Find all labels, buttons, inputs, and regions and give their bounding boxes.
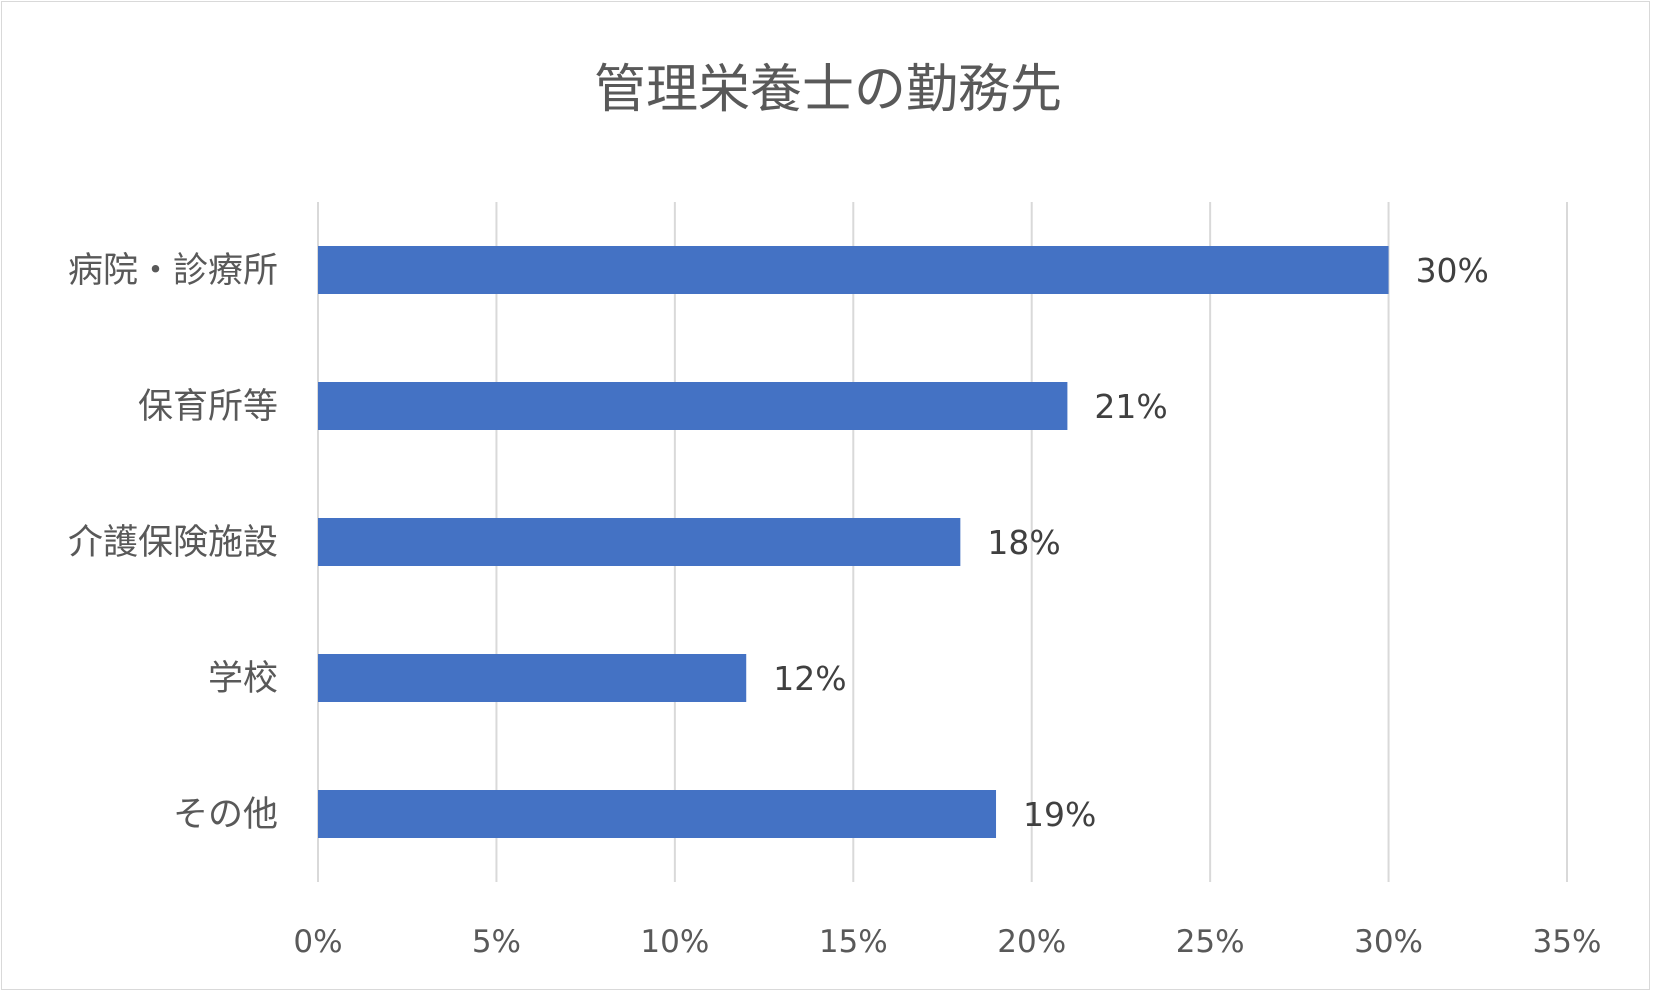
data-label: 30% (1416, 251, 1489, 290)
x-tick-label: 20% (997, 924, 1066, 960)
data-label: 18% (987, 523, 1060, 562)
category-label: 保育所等 (138, 387, 278, 427)
category-label: 介護保険施設 (68, 523, 278, 563)
data-label: 19% (1023, 795, 1096, 834)
bar (318, 246, 1389, 294)
category-label: 学校 (208, 659, 278, 699)
category-label: 病院・診療所 (68, 251, 278, 291)
x-tick-label: 30% (1354, 924, 1423, 960)
x-tick-label: 10% (640, 924, 709, 960)
data-label: 21% (1094, 387, 1167, 426)
chart-title: 管理栄養士の勤務先 (594, 60, 1062, 120)
x-tick-label: 0% (293, 924, 342, 960)
data-label: 12% (773, 659, 846, 698)
bar (318, 790, 997, 838)
bars (318, 246, 1389, 838)
bar (318, 382, 1068, 430)
bar (318, 654, 747, 702)
x-tick-labels: 0% 5% 10% 15% 20% 25% 30% 35% (293, 924, 1601, 960)
bar (318, 518, 961, 566)
x-tick-label: 5% (472, 924, 521, 960)
x-tick-label: 35% (1533, 924, 1602, 960)
category-label: その他 (173, 795, 278, 835)
x-tick-label: 15% (819, 924, 888, 960)
value-labels: 30% 21% 18% 12% 19% (773, 251, 1489, 834)
x-tick-label: 25% (1176, 924, 1245, 960)
